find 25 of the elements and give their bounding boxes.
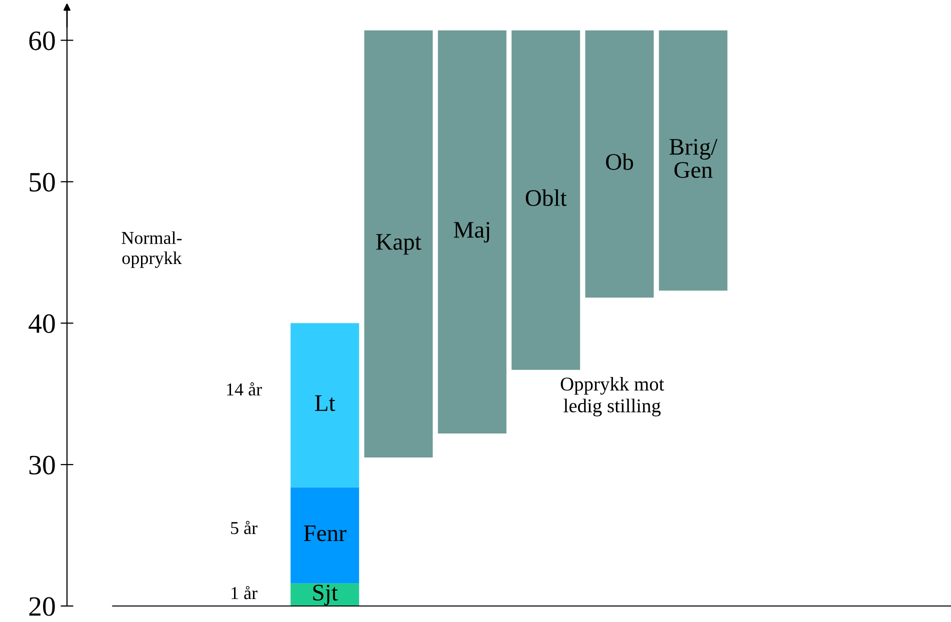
- data-label: Fenr: [304, 526, 346, 542]
- y-tick-label: 60: [29, 31, 55, 50]
- y-tick-label: 40: [28, 314, 55, 334]
- annotation: 1 år: [232, 586, 258, 600]
- data-label: Brig/ Gen: [670, 138, 718, 178]
- bar: [512, 30, 580, 370]
- bar: [585, 30, 654, 298]
- data-label: Ob: [606, 153, 634, 170]
- y-tick-label: 50: [30, 172, 55, 192]
- data-label: Oblt: [526, 189, 567, 206]
- bar: [364, 30, 433, 458]
- bar: [438, 30, 506, 434]
- annotation: Opprykk mot ledig stilling: [560, 376, 664, 416]
- bar: [290, 323, 360, 488]
- bar: [290, 487, 360, 584]
- annotation: 14 år: [227, 382, 262, 396]
- data-label: Kapt: [376, 234, 422, 255]
- data-label: Lt: [315, 395, 336, 412]
- y-tick-label: 30: [29, 456, 55, 474]
- bar: [658, 30, 728, 291]
- y-tick-label: 20: [29, 597, 55, 616]
- annotation: 5 år: [231, 520, 258, 534]
- data-label: Maj: [454, 222, 490, 243]
- data-label: Sjt: [313, 584, 338, 606]
- annotation: Normal- opprykk: [122, 231, 182, 268]
